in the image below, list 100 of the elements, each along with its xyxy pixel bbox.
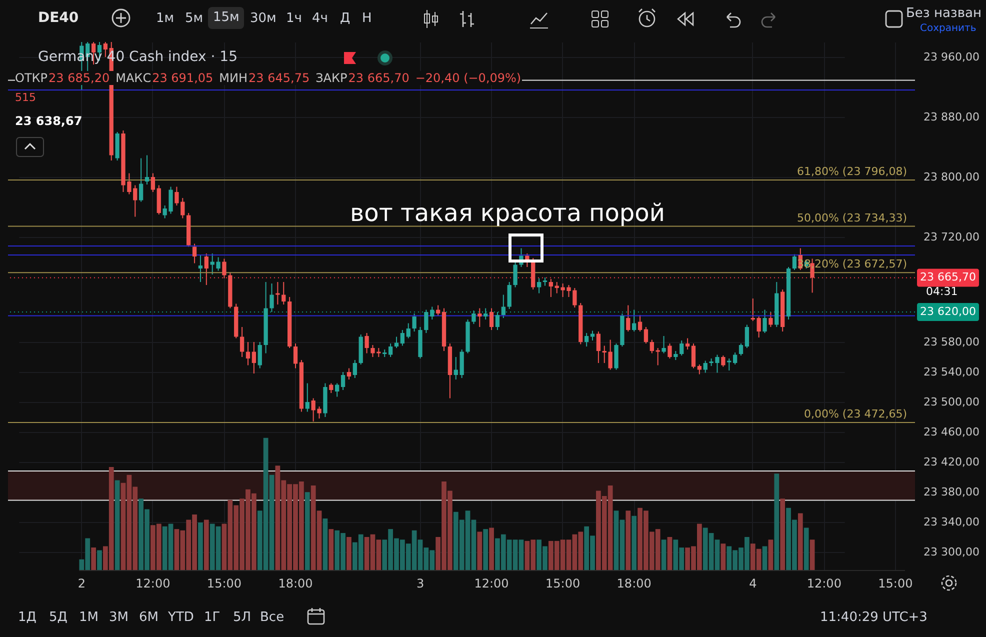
candlestick [150,172,156,192]
candlestick [252,342,256,374]
x-tick-label: 3 [416,576,424,590]
candlestick [412,313,416,332]
text: 11:40:29 UTC+3 [820,610,928,626]
annotation: 61,80% (23 796,08) [796,164,907,178]
text: 6М [139,610,158,626]
candlestick [507,282,512,310]
annotation: МАКС [116,71,152,85]
text: Все [260,610,284,626]
y-tick-label: 23 500,00 [924,396,980,408]
text: 5Л [233,610,252,626]
text: 1ч [286,11,302,27]
candlestick [762,309,767,334]
candlestick [792,254,797,270]
bar [328,529,334,570]
candlestick [406,322,410,339]
text: 5м [185,11,204,27]
candlestick [750,298,755,322]
text: 4ч [312,11,328,27]
annotation: МИН [219,71,248,85]
candlestick [602,345,606,364]
bar [798,513,803,570]
annotation: ЗАКР [316,71,348,85]
candlestick [732,352,738,365]
text: 1м [156,11,174,27]
bar [626,510,631,570]
candlestick [608,339,612,370]
ref-line-label: 23 665,70 [920,270,976,284]
text: 04:31 [926,285,958,298]
x-tick-label: 18:00 [278,576,313,590]
annotation: вот такая красота порой [350,199,665,228]
y-tick-label: 23 720,00 [924,230,980,244]
y-tick-label: 23 880,00 [924,110,980,124]
x-tick-label: 15:00 [546,576,580,590]
x-tick-label: 18:00 [616,576,652,590]
text: 1М [79,610,98,626]
annotation: 23 685,20 [48,71,110,85]
y-tick-label: 23 540,00 [924,366,980,378]
candlestick [501,294,506,318]
candlestick [192,243,197,264]
y-tick-label: 23 300,00 [924,546,980,558]
candlestick [596,331,601,364]
candlestick [513,262,518,288]
candlestick [240,326,244,358]
candlestick [495,312,500,330]
text: 3М [109,610,128,626]
candlestick [460,349,464,378]
y-tick-label: 23 460,00 [924,426,980,438]
bar [204,520,209,570]
annotation: 0,00% (23 472,65) [804,408,907,421]
candlestick [340,372,346,390]
candlestick [144,154,150,185]
bar [720,544,726,570]
ref-line-label: 23 620,00 [920,305,976,318]
bar [114,480,120,570]
candlestick [352,360,357,378]
candlestick [282,282,286,305]
text: 15м [208,7,244,29]
text: 1Г [204,610,220,626]
bar [489,528,494,570]
candlestick [394,336,399,348]
x-tick-label: 15:00 [206,576,242,590]
text: 515 [15,91,36,104]
text: Н [362,11,372,27]
candlestick [400,330,405,346]
candlestick [204,253,208,286]
bar [632,516,637,570]
candlestick [198,254,203,282]
bar [97,550,102,570]
text: 5Д [49,610,68,626]
candlestick [346,368,352,380]
bar [810,540,815,570]
bar [477,532,482,570]
annotation: 23 665,70 [348,71,410,85]
candlestick [436,304,440,316]
candlestick [680,340,684,356]
y-tick-label: 23 380,00 [924,486,980,498]
annotation: 23 638,67 [15,114,82,128]
candlestick [614,343,618,370]
y-tick-label: 23 420,00 [924,456,980,468]
y-tick-label: 23 960,00 [924,50,980,64]
candlestick [721,355,726,368]
candlestick [329,382,334,394]
candlestick [756,316,761,338]
y-tick-label: 23 340,00 [924,516,980,528]
candlestick [478,308,482,328]
annotation: 23 691,05 [152,71,214,85]
candlestick [662,336,666,354]
bar [768,540,774,570]
bar [667,536,672,570]
candlestick [727,358,732,371]
candlestick [258,342,262,369]
candlestick [691,343,696,369]
candlestick [668,343,672,359]
candlestick [650,339,654,354]
candlestick [744,324,750,348]
text: DE40 [38,10,79,27]
bar [774,474,780,570]
x-tick-label: 12:00 [136,576,170,590]
